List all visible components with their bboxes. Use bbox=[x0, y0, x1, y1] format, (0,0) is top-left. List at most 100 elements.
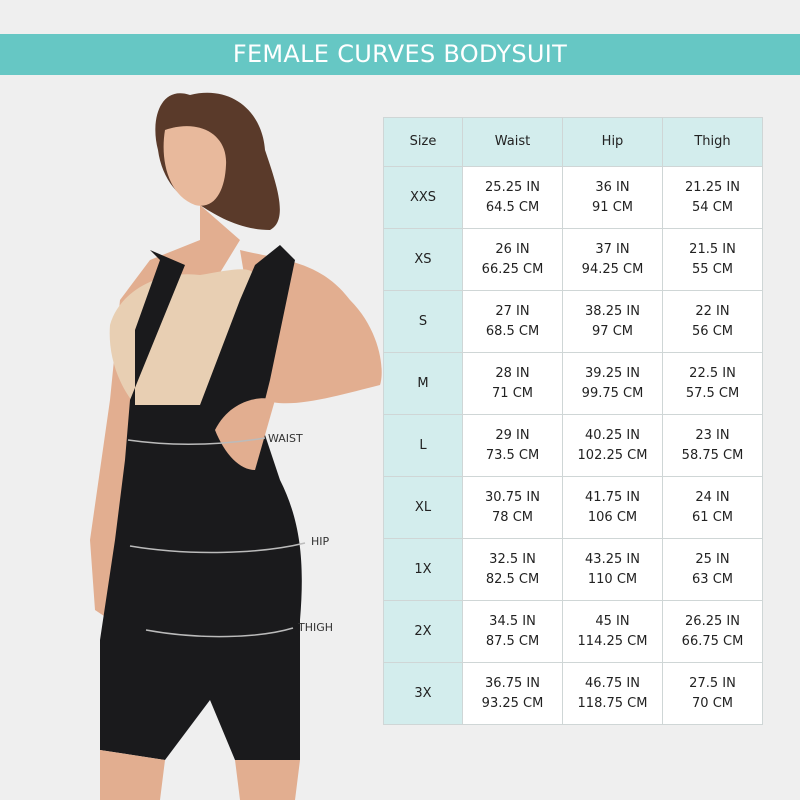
waist-inches: 26 IN bbox=[495, 241, 530, 257]
waist-cell: 36.75 IN 93.25 CM bbox=[462, 662, 563, 725]
size-cell: 1X bbox=[383, 538, 463, 601]
table-row: 2X 34.5 IN 87.5 CM 45 IN 114.25 CM 26.25 IN 66… bbox=[383, 600, 763, 663]
header-size: Size bbox=[383, 117, 463, 167]
waist-inches: 32.5 IN bbox=[489, 551, 536, 567]
waist-cell: 25.25 IN 64.5 CM bbox=[462, 166, 563, 229]
thigh-cm: 57.5 CM bbox=[685, 385, 740, 401]
thigh-inches: 25 IN bbox=[695, 551, 730, 567]
waist-cell: 30.75 IN 78 CM bbox=[462, 476, 563, 539]
hip-inches: 40.25 IN bbox=[585, 427, 640, 443]
waist-cm: 64.5 CM bbox=[485, 199, 540, 215]
waist-cm: 82.5 CM bbox=[485, 571, 540, 587]
waist-inches: 36.75 IN bbox=[485, 675, 540, 691]
hip-cm: 118.75 CM bbox=[577, 695, 648, 711]
thigh-cell: 21.25 IN 54 CM bbox=[662, 166, 763, 229]
size-chart-table: Size Waist Hip Thigh XXS 25.25 IN 64.5 CM 3… bbox=[383, 117, 763, 725]
size-cell: L bbox=[383, 414, 463, 477]
size-cell: 3X bbox=[383, 662, 463, 725]
table-row: XS 26 IN 66.25 CM 37 IN 94.25 CM 21.5 IN 55 CM bbox=[383, 228, 763, 291]
hip-cm: 102.25 CM bbox=[577, 447, 648, 463]
thigh-inches: 21.25 IN bbox=[685, 179, 740, 195]
table-row: M 28 IN 71 CM 39.25 IN 99.75 CM 22.5 IN 57.5 C… bbox=[383, 352, 763, 415]
hip-cell: 36 IN 91 CM bbox=[562, 166, 663, 229]
header-hip: Hip bbox=[562, 117, 663, 167]
hip-cell: 39.25 IN 99.75 CM bbox=[562, 352, 663, 415]
thigh-cell: 22.5 IN 57.5 CM bbox=[662, 352, 763, 415]
hip-cm: 110 CM bbox=[587, 571, 638, 587]
waist-cell: 34.5 IN 87.5 CM bbox=[462, 600, 563, 663]
hip-cm: 97 CM bbox=[592, 323, 633, 339]
thigh-inches: 21.5 IN bbox=[689, 241, 736, 257]
waist-cell: 27 IN 68.5 CM bbox=[462, 290, 563, 353]
table-row: S 27 IN 68.5 CM 38.25 IN 97 CM 22 IN 56 CM bbox=[383, 290, 763, 353]
hip-cell: 40.25 IN 102.25 CM bbox=[562, 414, 663, 477]
waist-inches: 30.75 IN bbox=[485, 489, 540, 505]
model-figure bbox=[90, 92, 382, 800]
hip-label: HIP bbox=[311, 535, 330, 548]
hip-cm: 99.75 CM bbox=[581, 385, 644, 401]
header-row: Size Waist Hip Thigh bbox=[383, 117, 763, 167]
hip-inches: 37 IN bbox=[595, 241, 630, 257]
hip-cm: 106 CM bbox=[587, 509, 638, 525]
waist-cm: 68.5 CM bbox=[485, 323, 540, 339]
size-cell: M bbox=[383, 352, 463, 415]
hip-inches: 39.25 IN bbox=[585, 365, 640, 381]
size-cell: 2X bbox=[383, 600, 463, 663]
hip-cell: 46.75 IN 118.75 CM bbox=[562, 662, 663, 725]
thigh-cm: 58.75 CM bbox=[681, 447, 744, 463]
waist-inches: 25.25 IN bbox=[485, 179, 540, 195]
waist-cell: 29 IN 73.5 CM bbox=[462, 414, 563, 477]
waist-cm: 93.25 CM bbox=[481, 695, 544, 711]
waist-inches: 29 IN bbox=[495, 427, 530, 443]
thigh-cell: 27.5 IN 70 CM bbox=[662, 662, 763, 725]
hip-cell: 38.25 IN 97 CM bbox=[562, 290, 663, 353]
waist-cell: 26 IN 66.25 CM bbox=[462, 228, 563, 291]
thigh-cm: 54 CM bbox=[692, 199, 733, 215]
table-row: XXS 25.25 IN 64.5 CM 36 IN 91 CM 21.25 IN 54 C… bbox=[383, 166, 763, 229]
hip-inches: 46.75 IN bbox=[585, 675, 640, 691]
thigh-inches: 22 IN bbox=[695, 303, 730, 319]
thigh-cm: 66.75 CM bbox=[681, 633, 744, 649]
table-row: L 29 IN 73.5 CM 40.25 IN 102.25 CM 23 IN 58.75… bbox=[383, 414, 763, 477]
table-row: 1X 32.5 IN 82.5 CM 43.25 IN 110 CM 25 IN 63 CM bbox=[383, 538, 763, 601]
title-banner: FEMALE CURVES BODYSUIT bbox=[0, 34, 800, 75]
hip-cm: 94.25 CM bbox=[581, 261, 644, 277]
hip-inches: 36 IN bbox=[595, 179, 630, 195]
hip-inches: 38.25 IN bbox=[585, 303, 640, 319]
thigh-label: THIGH bbox=[298, 621, 334, 634]
thigh-cell: 23 IN 58.75 CM bbox=[662, 414, 763, 477]
thigh-inches: 22.5 IN bbox=[689, 365, 736, 381]
waist-inches: 34.5 IN bbox=[489, 613, 536, 629]
size-cell: XXS bbox=[383, 166, 463, 229]
thigh-cm: 70 CM bbox=[692, 695, 733, 711]
hip-inches: 45 IN bbox=[595, 613, 630, 629]
size-cell: XL bbox=[383, 476, 463, 539]
hip-cm: 114.25 CM bbox=[577, 633, 648, 649]
table-row: 3X 36.75 IN 93.25 CM 46.75 IN 118.75 CM 27.5 … bbox=[383, 662, 763, 725]
hip-cell: 45 IN 114.25 CM bbox=[562, 600, 663, 663]
hip-inches: 43.25 IN bbox=[585, 551, 640, 567]
header-thigh: Thigh bbox=[662, 117, 763, 167]
waist-cell: 28 IN 71 CM bbox=[462, 352, 563, 415]
waist-cm: 87.5 CM bbox=[485, 633, 540, 649]
table-row: XL 30.75 IN 78 CM 41.75 IN 106 CM 24 IN 61 CM bbox=[383, 476, 763, 539]
waist-cm: 78 CM bbox=[492, 509, 533, 525]
waist-cm: 66.25 CM bbox=[481, 261, 544, 277]
hip-cm: 91 CM bbox=[592, 199, 633, 215]
hip-inches: 41.75 IN bbox=[585, 489, 640, 505]
size-cell: XS bbox=[383, 228, 463, 291]
thigh-cm: 55 CM bbox=[692, 261, 733, 277]
thigh-cell: 24 IN 61 CM bbox=[662, 476, 763, 539]
hip-cell: 43.25 IN 110 CM bbox=[562, 538, 663, 601]
thigh-cell: 25 IN 63 CM bbox=[662, 538, 763, 601]
size-cell: S bbox=[383, 290, 463, 353]
thigh-cm: 56 CM bbox=[692, 323, 733, 339]
thigh-cm: 61 CM bbox=[692, 509, 733, 525]
waist-cm: 73.5 CM bbox=[485, 447, 540, 463]
thigh-cell: 22 IN 56 CM bbox=[662, 290, 763, 353]
thigh-inches: 23 IN bbox=[695, 427, 730, 443]
hip-cell: 41.75 IN 106 CM bbox=[562, 476, 663, 539]
thigh-cell: 21.5 IN 55 CM bbox=[662, 228, 763, 291]
hip-cell: 37 IN 94.25 CM bbox=[562, 228, 663, 291]
waist-inches: 28 IN bbox=[495, 365, 530, 381]
